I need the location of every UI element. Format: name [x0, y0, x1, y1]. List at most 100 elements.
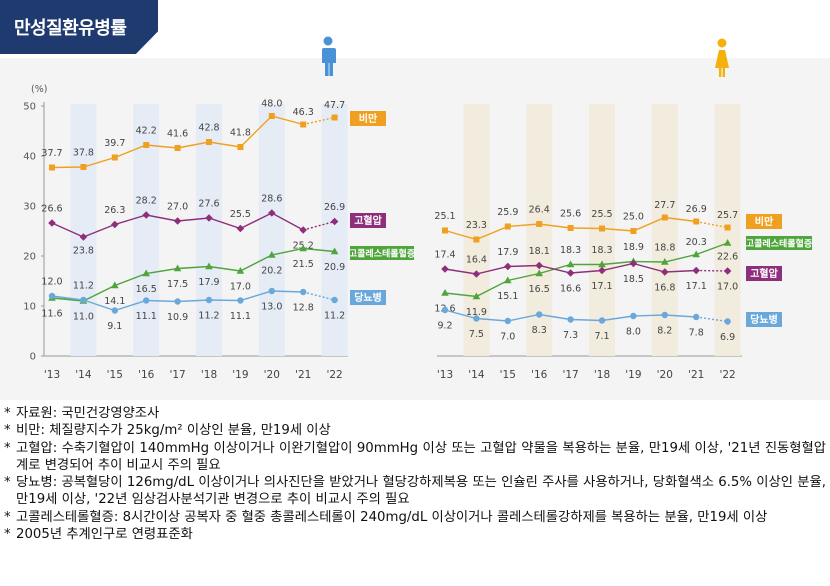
data-point-hypertension [629, 259, 638, 268]
data-label-diabetes: 7.8 [689, 328, 704, 339]
charts-svg: (%) 0 10 20 30 40 50 '13 '14 '15 '16 '17 '18 '19 '20 '2… [23, 36, 812, 381]
data-label-diabetes: 11.1 [136, 311, 157, 322]
data-label-obesity: 42.8 [198, 123, 219, 134]
data-point-diabetes [48, 292, 56, 300]
data-label-diabetes: 8.3 [532, 325, 547, 336]
y-tick-label: 30 [23, 202, 36, 213]
data-label-diabetes: 11.2 [324, 311, 345, 322]
data-label-hypertension: 17.9 [497, 247, 518, 258]
data-label-hypercholesterolemia: 18.3 [560, 245, 581, 256]
data-point-diabetes [143, 297, 150, 304]
data-point-obesity [536, 221, 543, 227]
data-point-hypertension [723, 267, 732, 275]
x-tick-label: '22 [326, 369, 342, 381]
footnote: * 2005년 추계인구로 연령표준화 [4, 526, 826, 543]
background-band [463, 104, 490, 356]
data-point-hypertension [142, 211, 150, 219]
data-point-hypertension [173, 217, 182, 225]
y-tick-label: 50 [23, 102, 36, 113]
data-point-diabetes [237, 297, 244, 304]
data-label-obesity: 27.7 [654, 200, 675, 211]
data-point-obesity [724, 224, 731, 231]
data-point-hypertension [111, 220, 119, 229]
x-tick-label: '13 [44, 369, 60, 381]
data-label-diabetes: 6.9 [720, 332, 735, 343]
data-label-obesity: 26.4 [529, 205, 550, 216]
data-label-hypertension: 16.4 [466, 255, 487, 266]
data-point-diabetes [331, 296, 338, 304]
x-tick-label: '22 [719, 369, 735, 381]
footnote-text: 비만: 체질량지수가 25kg/m² 이상인 분율, 만19세 이상 [16, 423, 331, 439]
data-point-hypercholesterolemia [566, 260, 575, 268]
data-point-diabetes [174, 298, 181, 305]
data-point-diabetes [724, 318, 731, 325]
data-label-hypercholesterolemia: 18.8 [654, 243, 675, 254]
data-point-hypercholesterolemia [535, 269, 543, 277]
data-point-obesity [174, 145, 181, 151]
page-title: 만성질환유병률 [14, 18, 127, 39]
data-label-hypercholesterolemia: 20.9 [324, 262, 345, 273]
x-tick-label: '18 [201, 369, 217, 381]
y-tick-label: 10 [23, 302, 36, 313]
data-point-hypertension [598, 266, 606, 275]
data-point-diabetes [567, 316, 574, 323]
legend-label-hypertension: 고혈압 [354, 214, 382, 227]
background-band [321, 104, 348, 356]
x-tick-label: '19 [625, 369, 641, 381]
footnote: * 고혈압: 수축기혈압이 140mmHg 이상이거나 이완기혈압이 90mmHg… [4, 440, 826, 473]
data-label-hypercholesterolemia: 20.3 [686, 237, 707, 248]
legend-label-hypertension: 고혈압 [750, 267, 778, 280]
data-label-hypertension: 27.0 [167, 202, 188, 213]
data-label-obesity: 23.3 [466, 220, 487, 231]
data-label-hypertension: 17.1 [591, 281, 612, 292]
data-label-hypertension: 28.2 [136, 196, 157, 207]
data-point-obesity [442, 227, 448, 234]
legend-box-diabetes [746, 312, 782, 327]
data-point-hypercholesterolemia [723, 239, 732, 246]
data-point-hypertension [236, 224, 245, 233]
x-tick-label: '20 [657, 369, 673, 381]
data-label-diabetes: 7.3 [563, 330, 578, 341]
background-band [196, 104, 222, 356]
data-point-hypercholesterolemia [472, 292, 481, 300]
data-label-obesity: 48.0 [261, 99, 282, 110]
data-point-hypertension [535, 261, 543, 270]
data-label-hypercholesterolemia: 11.0 [73, 312, 94, 323]
data-point-hypertension [472, 270, 481, 278]
x-tick-label: '21 [688, 369, 704, 381]
data-point-hypercholesterolemia [661, 258, 669, 265]
series-line-dashed-hypertension [696, 269, 728, 272]
data-label-hypercholesterolemia: 11.9 [466, 307, 487, 318]
male-figure-icon [322, 36, 336, 76]
data-point-hypertension [566, 269, 575, 277]
data-label-obesity: 37.7 [41, 148, 62, 159]
footnote-text: 고혈압: 수축기혈압이 140mmHg 이상이거나 이완기혈압이 90mmHg … [16, 440, 826, 473]
footnote: * 자료원: 국민건강영양조사 [4, 405, 826, 422]
data-label-diabetes: 11.1 [230, 311, 251, 322]
data-point-diabetes [598, 317, 606, 324]
data-label-hypercholesterolemia: 21.5 [293, 259, 314, 270]
x-tick-label: '17 [562, 369, 578, 381]
background-band [70, 104, 97, 356]
legend-label-obesity: 비만 [359, 112, 378, 125]
data-label-hypercholesterolemia: 17.5 [167, 279, 188, 290]
background-band [526, 104, 553, 356]
data-label-obesity: 47.7 [324, 100, 345, 111]
data-label-hypertension: 17.1 [686, 281, 707, 292]
data-label-obesity: 25.5 [591, 209, 612, 220]
x-tick-label: '13 [437, 369, 453, 381]
data-label-hypercholesterolemia: 15.1 [497, 291, 518, 302]
legend-label-obesity: 비만 [755, 215, 774, 228]
data-point-hypertension [299, 226, 307, 234]
data-point-hypercholesterolemia [173, 264, 182, 272]
series-line-dashed-hypertension [303, 220, 335, 231]
data-point-diabetes [80, 296, 87, 304]
data-point-diabetes [630, 312, 637, 320]
x-tick-label: '21 [295, 369, 311, 381]
x-tick-label: '14 [75, 369, 92, 381]
data-label-obesity: 26.9 [686, 204, 707, 215]
series-line-hypercholesterolemia [444, 242, 728, 298]
data-label-diabetes: 13.0 [261, 302, 282, 313]
footnote-text: 고콜레스테롤혈증: 8시간이상 공복자 중 혈중 총콜레스테롤이 240mg/d… [16, 509, 768, 525]
data-point-diabetes [693, 313, 700, 321]
